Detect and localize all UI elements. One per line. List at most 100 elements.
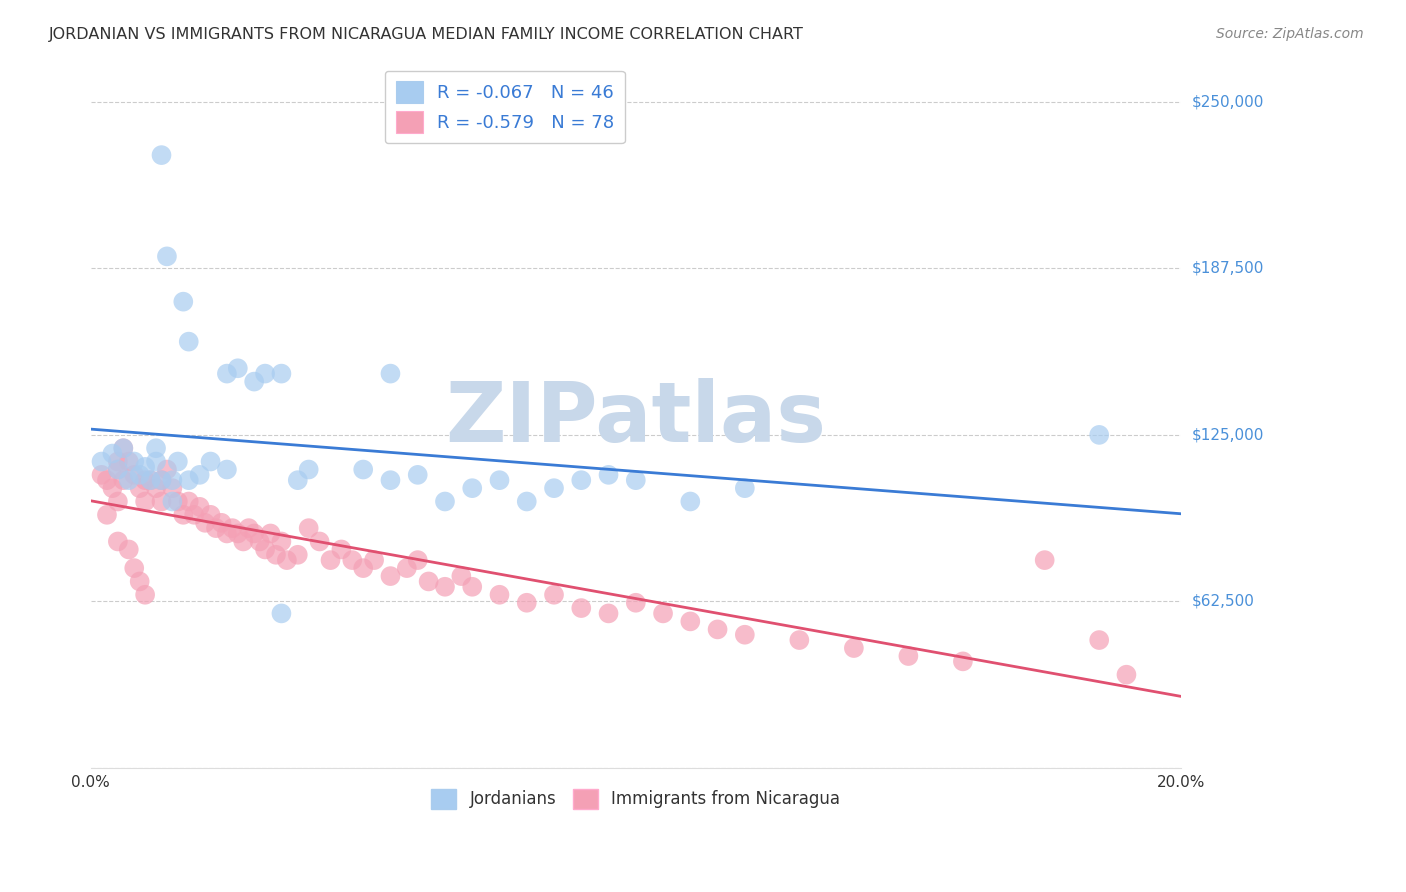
Point [150, 148, 173, 162]
Text: ZIPatlas: ZIPatlas [446, 377, 827, 458]
Point [107, 462, 129, 476]
Point [122, 561, 145, 575]
Point [226, 526, 249, 541]
Point [270, 367, 292, 381]
Point [139, 473, 162, 487]
Point [380, 569, 402, 583]
Point [598, 467, 620, 482]
Point [172, 508, 194, 522]
Point [488, 473, 510, 487]
Point [734, 628, 756, 642]
Point [145, 481, 167, 495]
Point [842, 641, 865, 656]
Point [433, 580, 456, 594]
Point [215, 367, 238, 381]
Point [200, 454, 222, 468]
Point [128, 574, 150, 589]
Point [569, 601, 592, 615]
Point [118, 542, 141, 557]
Point [952, 654, 974, 668]
Point [706, 623, 728, 637]
Point [107, 494, 129, 508]
Point [254, 542, 277, 557]
Point [194, 516, 217, 530]
Point [330, 542, 353, 557]
Point [107, 534, 129, 549]
Point [90, 467, 112, 482]
Point [319, 553, 342, 567]
Point [734, 481, 756, 495]
Point [238, 521, 260, 535]
Point [287, 473, 309, 487]
Point [166, 454, 188, 468]
Point [145, 454, 167, 468]
Point [516, 596, 538, 610]
Point [380, 473, 402, 487]
Point [177, 334, 200, 349]
Point [352, 561, 374, 575]
Point [1088, 428, 1111, 442]
Legend: Jordanians, Immigrants from Nicaragua: Jordanians, Immigrants from Nicaragua [425, 782, 846, 815]
Point [243, 526, 266, 541]
Text: JORDANIAN VS IMMIGRANTS FROM NICARAGUA MEDIAN FAMILY INCOME CORRELATION CHART: JORDANIAN VS IMMIGRANTS FROM NICARAGUA M… [49, 27, 804, 42]
Point [298, 462, 321, 476]
Point [134, 459, 156, 474]
Point [118, 454, 141, 468]
Point [380, 367, 402, 381]
Point [221, 521, 243, 535]
Point [679, 494, 702, 508]
Point [232, 534, 254, 549]
Point [101, 481, 124, 495]
Point [122, 467, 145, 482]
Point [107, 454, 129, 468]
Point [188, 500, 211, 514]
Point [406, 467, 429, 482]
Point [128, 467, 150, 482]
Point [156, 462, 179, 476]
Point [162, 473, 184, 487]
Point [308, 534, 330, 549]
Point [897, 648, 920, 663]
Point [150, 473, 173, 487]
Point [363, 553, 385, 567]
Point [107, 462, 129, 476]
Point [156, 249, 179, 263]
Point [679, 615, 702, 629]
Point [150, 473, 173, 487]
Point [101, 446, 124, 460]
Point [276, 553, 298, 567]
Point [543, 588, 565, 602]
Point [516, 494, 538, 508]
Point [205, 521, 228, 535]
Point [134, 473, 156, 487]
Point [162, 494, 184, 508]
Point [112, 441, 135, 455]
Point [162, 481, 184, 495]
Point [139, 473, 162, 487]
Point [166, 494, 188, 508]
Text: $62,500: $62,500 [1192, 594, 1256, 609]
Text: $125,000: $125,000 [1192, 427, 1264, 442]
Point [488, 588, 510, 602]
Text: $187,500: $187,500 [1192, 260, 1264, 276]
Point [543, 481, 565, 495]
Point [150, 494, 173, 508]
Point [461, 580, 484, 594]
Point [1088, 633, 1111, 648]
Point [177, 494, 200, 508]
Point [270, 534, 292, 549]
Point [652, 607, 675, 621]
Point [342, 553, 364, 567]
Point [249, 534, 271, 549]
Point [183, 508, 205, 522]
Point [112, 473, 135, 487]
Point [395, 561, 418, 575]
Text: $250,000: $250,000 [1192, 95, 1264, 110]
Point [177, 473, 200, 487]
Point [1115, 667, 1137, 681]
Point [598, 607, 620, 621]
Point [406, 553, 429, 567]
Point [624, 596, 647, 610]
Point [134, 588, 156, 602]
Point [134, 494, 156, 508]
